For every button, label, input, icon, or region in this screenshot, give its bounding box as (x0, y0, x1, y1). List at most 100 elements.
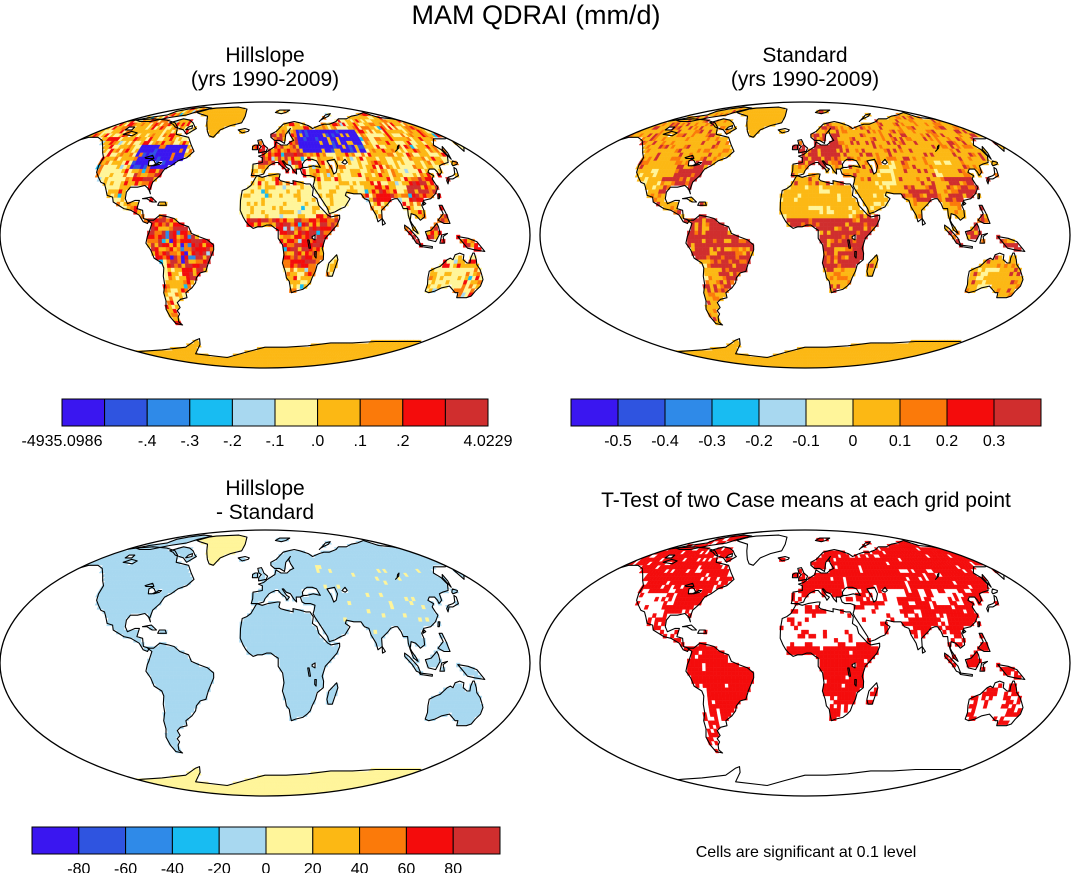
grid-cell (316, 247, 321, 252)
grid-cell (801, 164, 806, 170)
grid-cell (817, 144, 821, 150)
grid-cell (413, 347, 422, 351)
grid-cell (275, 205, 280, 211)
grid-cell (83, 129, 93, 134)
grid-cell (394, 366, 402, 368)
grid-cell (451, 129, 461, 134)
grid-cell (98, 353, 108, 358)
grid-cell (348, 362, 356, 365)
grid-cell (181, 366, 187, 368)
grid-cell (202, 243, 207, 248)
grid-cell (392, 364, 400, 367)
grid-cell (416, 359, 426, 363)
grid-cell (397, 362, 406, 365)
grid-cell (290, 243, 295, 248)
grid-cell (162, 259, 168, 265)
grid-cell (117, 356, 126, 361)
grid-cell (272, 193, 276, 199)
grid-cell (323, 366, 329, 368)
grid-cell (797, 168, 802, 174)
grid-cell (386, 366, 394, 368)
grid-cell (161, 226, 166, 232)
grid-cell (199, 364, 205, 367)
grid-cell (183, 243, 189, 248)
grid-cell (320, 230, 325, 236)
grid-cell (417, 353, 427, 358)
grid-cell (85, 126, 95, 131)
grid-cell (301, 201, 306, 207)
grid-cell (165, 366, 172, 368)
grid-cell (275, 185, 280, 190)
grid-cell (145, 366, 152, 368)
grid-cell (811, 148, 815, 154)
grid-cell (290, 210, 295, 215)
grid-cell (254, 193, 258, 199)
grid-cell (182, 271, 187, 277)
grid-cell (268, 193, 273, 199)
grid-cell (264, 189, 269, 194)
grid-cell (376, 364, 383, 367)
grid-cell (195, 247, 200, 252)
grid-cell (410, 350, 420, 354)
grid-cell (150, 226, 155, 232)
grid-cell (86, 353, 96, 358)
grid-cell (315, 210, 320, 215)
grid-cell (283, 214, 288, 219)
grid-cell (711, 160, 717, 166)
grid-cell (279, 201, 284, 207)
grid-cell (267, 359, 270, 363)
coastline (441, 145, 452, 160)
grid-cell (420, 359, 430, 363)
grid-cell (127, 359, 136, 363)
coastlines-hillslope (65, 106, 510, 368)
grid-cell (414, 362, 424, 365)
grid-cell (262, 353, 266, 358)
grid-cell (282, 201, 287, 207)
grid-cell (304, 201, 309, 207)
grid-cell (366, 364, 373, 367)
grid-cell (186, 280, 191, 285)
grid-cell (293, 189, 298, 194)
grid-cell (128, 366, 136, 368)
grid-cell (81, 129, 90, 134)
grid-cell (137, 353, 147, 358)
grid-cell (267, 350, 271, 354)
grid-cell (300, 185, 305, 190)
grid-cell (178, 364, 184, 367)
grid-cell (631, 126, 640, 131)
grid-cell (104, 122, 113, 127)
grid-cell (329, 201, 335, 207)
grid-cell (437, 129, 447, 134)
grid-cell (373, 205, 379, 211)
grid-cell (102, 356, 112, 361)
grid-cell (304, 263, 309, 269)
grid-cell (274, 156, 279, 162)
grid-cell (450, 133, 460, 138)
grid-cell (376, 356, 385, 361)
grid-cell (336, 366, 343, 368)
grid-cell (407, 353, 417, 358)
grid-cell (195, 366, 201, 368)
grid-cell (340, 201, 345, 207)
grid-cell (193, 366, 199, 368)
grid-cell (123, 359, 132, 363)
grid-cell (374, 366, 381, 368)
grid-cell (337, 201, 342, 207)
grid-cell (456, 133, 466, 138)
grid-cell (301, 218, 306, 223)
grid-cell (297, 210, 302, 215)
grid-cell (358, 359, 367, 363)
grid-cell (315, 366, 321, 368)
grid-cell (282, 185, 287, 190)
grid-cell (411, 356, 420, 361)
coastline (144, 154, 155, 160)
grid-cell (257, 210, 262, 215)
grid-cell (243, 193, 248, 199)
grid-cell (319, 222, 324, 227)
grid-cell (387, 359, 396, 363)
grid-cell (320, 234, 325, 240)
grid-cell (374, 359, 382, 363)
grid-cell (305, 226, 310, 232)
grid-cell (308, 205, 313, 211)
grid-cell (420, 343, 429, 348)
